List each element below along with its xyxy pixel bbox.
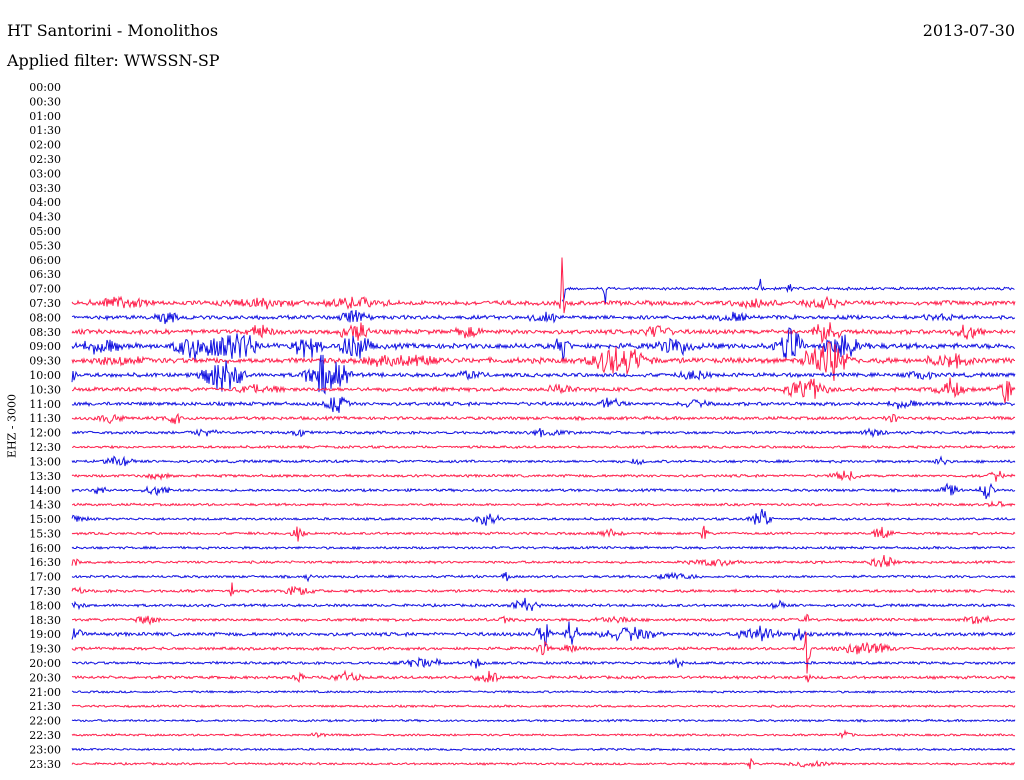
trace-07:30 bbox=[71, 257, 1016, 314]
time-tick-label: 21:00 bbox=[29, 686, 61, 699]
trace-13:00 bbox=[71, 455, 1016, 467]
time-tick-label: 20:30 bbox=[29, 671, 61, 684]
trace-12:30 bbox=[71, 444, 1016, 450]
trace-15:00 bbox=[71, 508, 1016, 526]
time-tick-label: 03:30 bbox=[29, 182, 61, 195]
time-tick-label: 17:30 bbox=[29, 585, 61, 598]
time-tick-label: 01:30 bbox=[29, 124, 61, 137]
time-tick-label: 04:00 bbox=[29, 196, 61, 209]
time-tick-label: 02:30 bbox=[29, 153, 61, 166]
trace-15:30 bbox=[71, 525, 1016, 542]
time-tick-label: 16:30 bbox=[29, 556, 61, 569]
time-tick-label: 09:30 bbox=[29, 355, 61, 368]
trace-10:30 bbox=[72, 377, 1016, 404]
record-date: 2013-07-30 bbox=[922, 21, 1015, 40]
time-tick-label: 10:30 bbox=[29, 383, 61, 396]
trace-17:00 bbox=[71, 571, 1016, 583]
time-tick-label: 13:30 bbox=[29, 470, 61, 483]
trace-09:30 bbox=[71, 341, 1016, 381]
trace-11:00 bbox=[71, 396, 1016, 413]
time-tick-label: 04:30 bbox=[29, 211, 61, 224]
time-tick-label: 18:00 bbox=[29, 599, 61, 612]
time-tick-label: 23:30 bbox=[29, 758, 61, 771]
time-tick-label: 01:00 bbox=[29, 110, 61, 123]
trace-23:30 bbox=[71, 758, 1016, 770]
time-tick-label: 18:30 bbox=[29, 614, 61, 627]
time-tick-label: 11:00 bbox=[29, 398, 61, 411]
trace-13:30 bbox=[71, 470, 1016, 482]
trace-22:00 bbox=[71, 718, 1016, 723]
time-tick-label: 09:00 bbox=[29, 340, 61, 353]
trace-08:00 bbox=[71, 309, 1016, 325]
time-tick-label: 23:00 bbox=[29, 743, 61, 756]
trace-20:00 bbox=[71, 656, 1016, 669]
time-tick-label: 14:30 bbox=[29, 499, 61, 512]
time-tick-label: 05:30 bbox=[29, 239, 61, 252]
trace-14:00 bbox=[71, 482, 1016, 500]
station-title: HT Santorini - Monolithos bbox=[7, 21, 219, 40]
time-tick-label: 21:30 bbox=[29, 700, 61, 713]
time-tick-label: 12:30 bbox=[29, 441, 61, 454]
time-tick-label: 20:00 bbox=[29, 657, 61, 670]
time-tick-label: 12:00 bbox=[29, 427, 61, 440]
trace-23:00 bbox=[71, 747, 1016, 752]
time-tick-label: 10:00 bbox=[29, 369, 61, 382]
time-tick-label: 22:30 bbox=[29, 729, 61, 742]
trace-18:30 bbox=[71, 613, 1016, 626]
trace-20:30 bbox=[71, 669, 1016, 683]
time-tick-label: 16:00 bbox=[29, 542, 61, 555]
trace-12:00 bbox=[71, 427, 1016, 439]
trace-17:30 bbox=[71, 582, 1016, 597]
time-tick-label: 14:00 bbox=[29, 484, 61, 497]
trace-08:30 bbox=[71, 322, 1016, 345]
time-tick-label: 17:00 bbox=[29, 571, 61, 584]
seismic-traces bbox=[71, 257, 1016, 770]
trace-16:30 bbox=[71, 554, 1016, 568]
trace-21:00 bbox=[71, 689, 1016, 694]
time-tick-label: 06:30 bbox=[29, 268, 61, 281]
time-tick-label: 02:00 bbox=[29, 139, 61, 152]
time-tick-label: 22:00 bbox=[29, 715, 61, 728]
time-tick-label: 07:00 bbox=[29, 283, 61, 296]
time-tick-label: 15:30 bbox=[29, 527, 61, 540]
trace-10:00 bbox=[71, 354, 1016, 395]
time-tick-label: 00:30 bbox=[29, 95, 61, 108]
time-tick-label: 08:30 bbox=[29, 326, 61, 339]
time-tick-label: 19:00 bbox=[29, 628, 61, 641]
trace-07:00 bbox=[561, 278, 1015, 304]
time-tick-label: 07:30 bbox=[29, 297, 61, 310]
trace-19:30 bbox=[71, 631, 1016, 674]
trace-21:30 bbox=[71, 704, 1016, 709]
time-tick-label: 08:00 bbox=[29, 311, 61, 324]
time-tick-label: 00:00 bbox=[29, 81, 61, 94]
time-tick-label: 11:30 bbox=[29, 412, 61, 425]
filter-label: Applied filter: WWSSN-SP bbox=[7, 51, 220, 70]
trace-16:00 bbox=[71, 545, 1016, 551]
time-tick-label: 13:00 bbox=[29, 455, 61, 468]
trace-22:30 bbox=[71, 729, 1016, 740]
time-tick-label: 19:30 bbox=[29, 643, 61, 656]
time-tick-label: 03:00 bbox=[29, 167, 61, 180]
trace-11:30 bbox=[71, 412, 1016, 425]
trace-09:00 bbox=[71, 327, 1016, 360]
trace-14:30 bbox=[71, 500, 1016, 508]
time-tick-label: 05:00 bbox=[29, 225, 61, 238]
trace-19:00 bbox=[71, 621, 1016, 648]
time-tick-label: 06:00 bbox=[29, 254, 61, 267]
trace-18:00 bbox=[71, 597, 1016, 612]
time-tick-label: 15:00 bbox=[29, 513, 61, 526]
